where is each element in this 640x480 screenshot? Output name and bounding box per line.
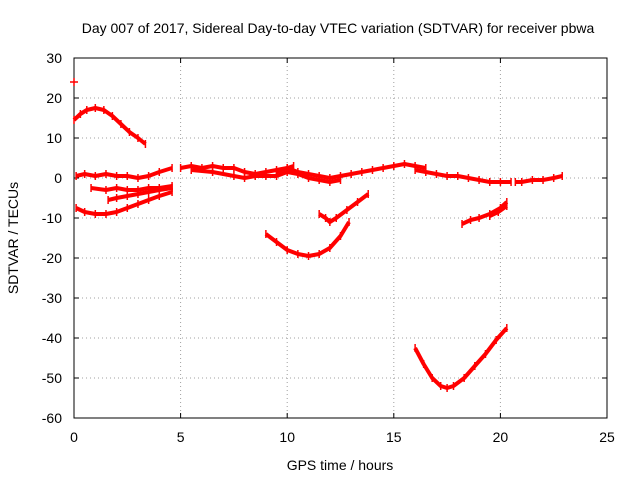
- y-tick-label: -40: [42, 330, 62, 346]
- series-line: [72, 106, 147, 146]
- x-tick-label: 5: [177, 429, 185, 445]
- y-tick-label: 10: [46, 130, 62, 146]
- y-tick-label: 30: [46, 50, 62, 66]
- y-tick-label: -10: [42, 210, 62, 226]
- y-tick-label: -30: [42, 290, 62, 306]
- chart-title: Day 007 of 2017, Sidereal Day-to-day VTE…: [82, 20, 595, 36]
- series-line: [413, 326, 509, 390]
- series-arc-13: [413, 324, 509, 392]
- series-line: [461, 200, 509, 226]
- series-line: [264, 220, 351, 258]
- x-tick-label: 0: [70, 429, 78, 445]
- series-line: [318, 192, 370, 224]
- series-line: [75, 166, 173, 180]
- x-tick-label: 25: [599, 429, 615, 445]
- grid: [74, 58, 607, 418]
- x-axis-label: GPS time / hours: [287, 457, 394, 473]
- y-axis-label: SDTVAR / TECUs: [5, 182, 21, 294]
- data-series: [70, 78, 563, 392]
- isolated-point: [70, 78, 78, 86]
- y-tick-label: -60: [42, 410, 62, 426]
- series-line: [515, 174, 563, 184]
- x-tick-label: 10: [279, 429, 295, 445]
- series-arc-2: [75, 164, 173, 182]
- y-tick-label: 20: [46, 90, 62, 106]
- series-arc-10: [514, 172, 563, 186]
- y-axis: 30 20 10 0 -10 -20 -30 -40 -50 -60: [42, 50, 607, 426]
- series-arc-15: [488, 202, 508, 220]
- series-arc-9: [414, 166, 512, 186]
- y-tick-label: 0: [54, 170, 62, 186]
- series-arc-11: [264, 218, 351, 260]
- x-tick-label: 20: [493, 429, 509, 445]
- plot-frame: [73, 57, 608, 419]
- y-tick-label: -20: [42, 250, 62, 266]
- series-arc-5: [75, 188, 173, 218]
- series-line: [414, 168, 512, 184]
- y-tick-label: -50: [42, 370, 62, 386]
- series-arc-1: [72, 104, 147, 148]
- x-axis: 0 5 10 15 20 25: [70, 58, 615, 445]
- series-arc-8: [275, 160, 427, 182]
- series-line: [75, 190, 173, 216]
- x-tick-label: 15: [386, 429, 402, 445]
- series-line: [90, 184, 173, 192]
- series-arc-12: [318, 190, 370, 226]
